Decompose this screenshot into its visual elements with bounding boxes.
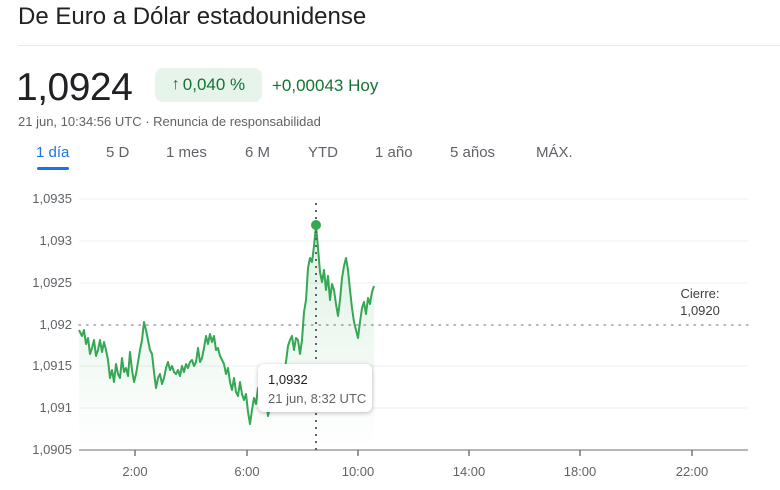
y-tick-label: 1,091 [39,400,72,415]
price-meta: 21 jun, 10:34:56 UTC · Renuncia de respo… [18,114,321,129]
meta-separator: · [141,114,154,129]
tab-1-year[interactable]: 1 año [375,144,413,161]
active-tab-indicator [37,167,69,170]
x-tick-label: 22:00 [675,464,709,479]
tooltip-datetime: 21 jun, 8:32 UTC [268,391,367,406]
hover-point [311,220,321,230]
y-tick-label: 1,0925 [32,275,72,290]
tooltip-value: 1,0932 [268,372,308,387]
y-tick-label: 1,092 [39,317,72,332]
current-price: 1,0924 [16,66,133,109]
x-tick-label: 14:00 [452,464,486,479]
tab-max[interactable]: MÁX. [536,144,573,161]
tab-1-day[interactable]: 1 día [36,144,70,161]
change-percent: 0,040 % [182,75,246,94]
x-tick-label: 18:00 [563,464,597,479]
disclaimer-link[interactable]: Renuncia de responsabilidad [153,114,321,129]
tab-5-days[interactable]: 5 D [106,144,130,161]
change-absolute: +0,00043 Hoy [272,76,379,95]
timestamp: 21 jun, 10:34:56 UTC [18,114,142,129]
tab-ytd[interactable]: YTD [308,144,338,161]
close-value: 1,0920 [680,303,720,318]
price-line [78,224,375,425]
tab-6-months[interactable]: 6 M [245,144,271,161]
range-tabs: 1 día 5 D 1 mes 6 M YTD 1 año 5 años MÁX… [0,142,780,170]
x-tick-label: 6:00 [234,464,260,479]
close-label: Cierre: [680,286,720,301]
tab-5-years[interactable]: 5 años [450,144,496,161]
chart-tooltip: 1,0932 21 jun, 8:32 UTC [258,364,372,412]
tab-1-month[interactable]: 1 mes [166,144,207,161]
x-tick-label: 10:00 [341,464,375,479]
y-tick-label: 1,093 [39,233,72,248]
y-tick-label: 1,0915 [32,358,72,373]
header-divider [18,45,780,46]
x-tick-label: 2:00 [122,464,148,479]
change-percent-badge: ↑ 0,040 % [155,68,262,102]
price-area [79,225,374,450]
y-tick-label: 1,0905 [32,442,72,457]
y-tick-label: 1,0935 [32,191,72,206]
page-title: De Euro a Dólar estadounidense [18,3,367,30]
arrow-up-icon: ↑ [171,76,180,93]
close-annotation: Cierre: 1,0920 [660,285,740,319]
